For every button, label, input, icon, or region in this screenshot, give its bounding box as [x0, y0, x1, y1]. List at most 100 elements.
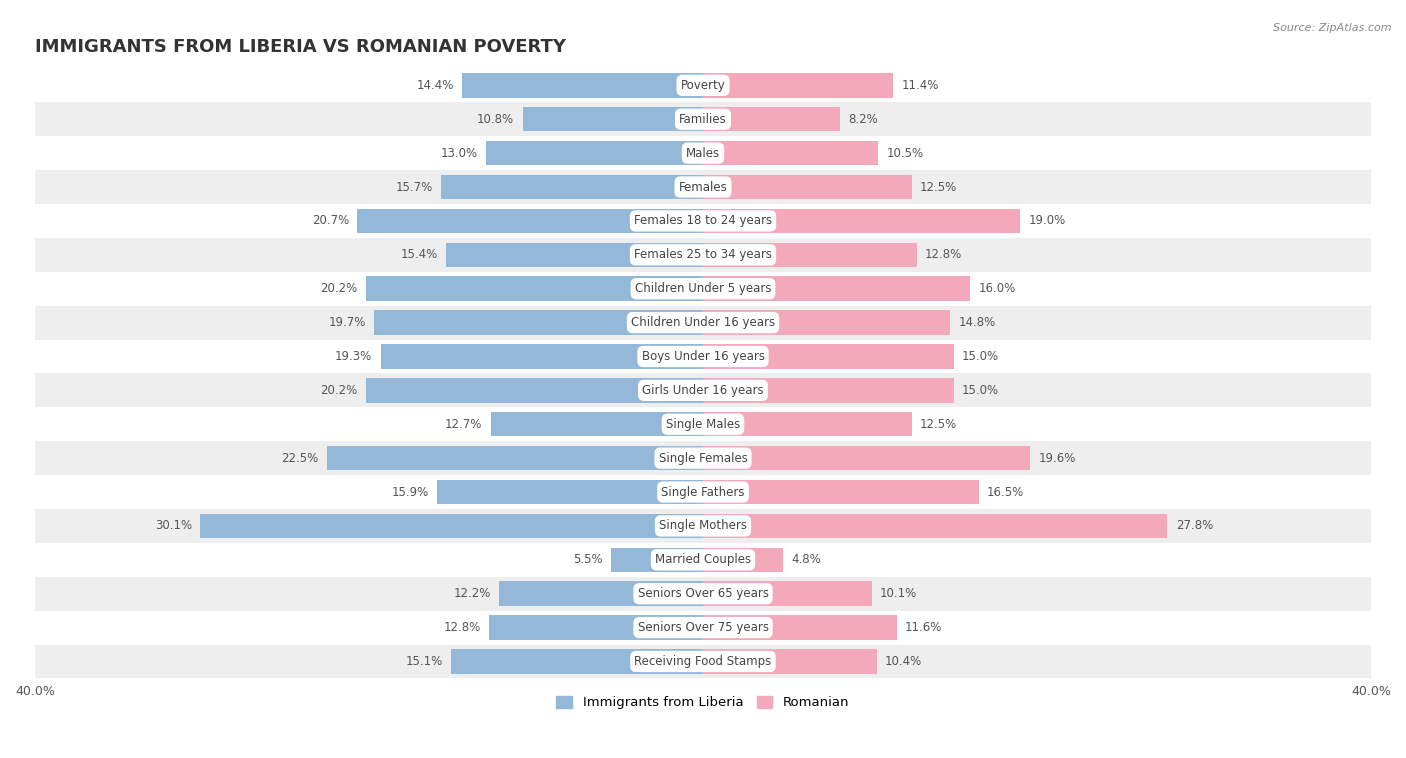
Text: 11.4%: 11.4%	[901, 79, 939, 92]
Text: Source: ZipAtlas.com: Source: ZipAtlas.com	[1274, 23, 1392, 33]
Bar	[612, 547, 703, 572]
Bar	[357, 208, 703, 233]
Text: Males: Males	[686, 146, 720, 160]
Bar	[35, 374, 1371, 407]
Text: 30.1%: 30.1%	[155, 519, 193, 532]
Bar	[374, 310, 703, 335]
Text: Females 18 to 24 years: Females 18 to 24 years	[634, 215, 772, 227]
Text: 14.4%: 14.4%	[416, 79, 454, 92]
Bar	[35, 238, 1371, 272]
Text: 10.8%: 10.8%	[477, 113, 515, 126]
Text: 16.5%: 16.5%	[987, 486, 1024, 499]
Text: Single Females: Single Females	[658, 452, 748, 465]
Bar	[366, 378, 703, 402]
Text: 19.0%: 19.0%	[1029, 215, 1066, 227]
Text: 10.5%: 10.5%	[887, 146, 924, 160]
Bar	[35, 475, 1371, 509]
Bar	[703, 208, 1021, 233]
Bar	[703, 650, 877, 674]
Bar	[703, 344, 953, 368]
Text: Girls Under 16 years: Girls Under 16 years	[643, 384, 763, 397]
Bar	[35, 543, 1371, 577]
Bar	[328, 446, 703, 470]
Text: 15.4%: 15.4%	[401, 249, 437, 262]
Bar	[703, 310, 950, 335]
Bar	[35, 272, 1371, 305]
Text: 15.7%: 15.7%	[395, 180, 433, 193]
Bar	[35, 204, 1371, 238]
Text: 11.6%: 11.6%	[905, 621, 942, 634]
Text: 12.7%: 12.7%	[446, 418, 482, 431]
Text: 19.7%: 19.7%	[328, 316, 366, 329]
Text: IMMIGRANTS FROM LIBERIA VS ROMANIAN POVERTY: IMMIGRANTS FROM LIBERIA VS ROMANIAN POVE…	[35, 38, 567, 56]
Bar	[703, 378, 953, 402]
Bar	[703, 514, 1167, 538]
Text: Single Fathers: Single Fathers	[661, 486, 745, 499]
Text: 15.9%: 15.9%	[392, 486, 429, 499]
Bar	[35, 340, 1371, 374]
Text: Receiving Food Stamps: Receiving Food Stamps	[634, 655, 772, 668]
Bar	[703, 277, 970, 301]
Text: Children Under 16 years: Children Under 16 years	[631, 316, 775, 329]
Text: 10.4%: 10.4%	[884, 655, 922, 668]
Bar	[703, 615, 897, 640]
Bar	[463, 74, 703, 98]
Text: 20.2%: 20.2%	[321, 384, 357, 397]
Text: Seniors Over 75 years: Seniors Over 75 years	[637, 621, 769, 634]
Text: 4.8%: 4.8%	[792, 553, 821, 566]
Text: 27.8%: 27.8%	[1175, 519, 1213, 532]
Bar	[35, 577, 1371, 611]
Text: 8.2%: 8.2%	[848, 113, 879, 126]
Bar	[499, 581, 703, 606]
Bar	[703, 547, 783, 572]
Bar	[35, 68, 1371, 102]
Bar	[703, 141, 879, 165]
Text: 16.0%: 16.0%	[979, 282, 1015, 295]
Bar	[35, 102, 1371, 136]
Text: Females: Females	[679, 180, 727, 193]
Text: 15.0%: 15.0%	[962, 384, 1000, 397]
Bar	[446, 243, 703, 267]
Text: 14.8%: 14.8%	[959, 316, 995, 329]
Text: 19.3%: 19.3%	[335, 350, 373, 363]
Bar	[35, 611, 1371, 644]
Text: Single Mothers: Single Mothers	[659, 519, 747, 532]
Bar	[381, 344, 703, 368]
Bar	[703, 175, 911, 199]
Bar	[35, 407, 1371, 441]
Text: 10.1%: 10.1%	[880, 587, 917, 600]
Bar	[35, 136, 1371, 170]
Bar	[703, 581, 872, 606]
Bar	[491, 412, 703, 437]
Bar	[200, 514, 703, 538]
Text: 13.0%: 13.0%	[440, 146, 478, 160]
Bar	[703, 107, 839, 131]
Bar	[486, 141, 703, 165]
Bar	[35, 305, 1371, 340]
Text: 12.5%: 12.5%	[920, 418, 957, 431]
Text: Poverty: Poverty	[681, 79, 725, 92]
Bar	[437, 480, 703, 504]
Bar	[703, 74, 893, 98]
Text: 15.0%: 15.0%	[962, 350, 1000, 363]
Text: Females 25 to 34 years: Females 25 to 34 years	[634, 249, 772, 262]
Text: 12.2%: 12.2%	[454, 587, 491, 600]
Bar	[703, 446, 1031, 470]
Bar	[35, 441, 1371, 475]
Bar	[451, 650, 703, 674]
Text: Children Under 5 years: Children Under 5 years	[634, 282, 772, 295]
Bar	[441, 175, 703, 199]
Bar	[703, 412, 911, 437]
Text: 12.8%: 12.8%	[925, 249, 962, 262]
Bar	[35, 170, 1371, 204]
Text: 12.8%: 12.8%	[444, 621, 481, 634]
Text: Families: Families	[679, 113, 727, 126]
Text: 15.1%: 15.1%	[405, 655, 443, 668]
Text: 12.5%: 12.5%	[920, 180, 957, 193]
Bar	[523, 107, 703, 131]
Text: Married Couples: Married Couples	[655, 553, 751, 566]
Bar	[366, 277, 703, 301]
Bar	[703, 480, 979, 504]
Text: 20.2%: 20.2%	[321, 282, 357, 295]
Text: Single Males: Single Males	[666, 418, 740, 431]
